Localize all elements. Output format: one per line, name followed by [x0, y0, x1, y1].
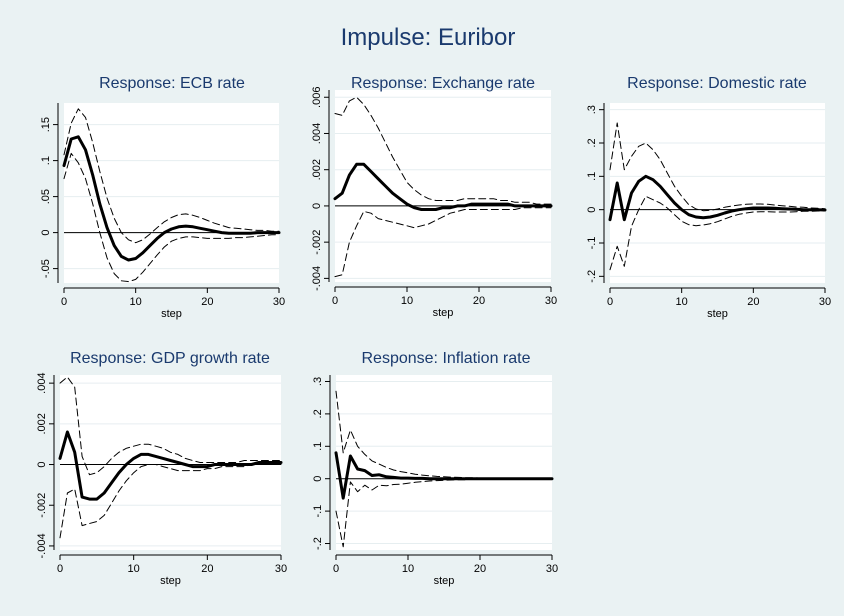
panel-title: Response: GDP growth rate [70, 350, 270, 367]
irf-line [333, 162, 553, 211]
y-tick-label: .002 [311, 159, 323, 180]
panel-3: -.2 -.1 0 .1 .2 .3 0 10 20 30 step Response: Domest… [586, 75, 831, 320]
x-tick-label: 0 [61, 296, 67, 308]
y-tick-label: -.2 [586, 270, 598, 283]
x-tick-label: 0 [607, 296, 613, 308]
x-tick-label: 20 [201, 563, 213, 575]
x-axis-label: step [160, 575, 181, 587]
ci-upper-line [334, 96, 552, 205]
x-tick-label: 30 [275, 563, 287, 575]
x-axis-label: step [434, 575, 455, 587]
ci-lower-line [63, 152, 280, 283]
panel-title: Response: Domestic rate [627, 75, 807, 92]
y-tick-label: .006 [311, 87, 323, 108]
y-tick-label: .1 [586, 172, 598, 181]
y-tick-label: 0 [311, 203, 323, 209]
x-tick-label: 0 [57, 563, 63, 575]
x-tick-label: 30 [545, 295, 557, 307]
plot-area [60, 375, 281, 550]
x-tick-label: 10 [401, 295, 413, 307]
x-tick-label: 30 [546, 563, 558, 575]
y-tick-label: -.004 [36, 533, 48, 558]
x-tick-label: 20 [201, 296, 213, 308]
x-tick-label: 10 [676, 296, 688, 308]
x-tick-label: 0 [333, 563, 339, 575]
ci-lower-line [59, 464, 282, 539]
x-axis-label: step [707, 308, 728, 320]
y-tick-label: .15 [40, 117, 52, 132]
irf-line [58, 430, 283, 501]
plot-area [610, 103, 825, 283]
panel-4: -.004 -.002 0 .002 .004 0 10 20 30 step Response: … [36, 350, 287, 587]
figure-title: Impulse: Euribor [341, 24, 516, 51]
ci-upper-line [59, 376, 282, 476]
y-tick-label: 0 [36, 461, 48, 467]
x-axis-label: step [161, 308, 182, 320]
y-tick-label: 0 [312, 476, 324, 482]
ci-lower-line [335, 478, 553, 548]
y-tick-label: -.1 [586, 237, 598, 250]
panel-5: -.2 -.1 0 .1 .2 .3 0 10 20 30 step Response: Inflat… [312, 350, 558, 587]
y-tick-label: .004 [36, 372, 48, 393]
irf-line [62, 135, 281, 262]
y-tick-label: -.002 [311, 230, 323, 255]
y-tick-label: .004 [311, 123, 323, 144]
irf-line [608, 174, 827, 222]
y-tick-label: -.2 [312, 537, 324, 550]
y-tick-label: .2 [586, 138, 598, 147]
x-tick-label: 0 [332, 295, 338, 307]
ci-upper-line [63, 108, 280, 244]
panels-container: -.05 0 .05 .1 .15 0 10 20 30 step Response: ECB ra… [36, 75, 831, 587]
y-tick-label: .002 [36, 413, 48, 434]
panel-title: Response: ECB rate [99, 75, 245, 92]
ci-upper-line [609, 122, 826, 212]
plot-area [335, 90, 551, 282]
plot-area [336, 375, 552, 550]
ci-upper-line [335, 390, 553, 479]
plot-area [64, 103, 279, 283]
x-tick-label: 30 [273, 296, 285, 308]
x-tick-label: 10 [402, 563, 414, 575]
y-tick-label: .3 [586, 105, 598, 114]
x-axis-label: step [433, 307, 454, 319]
y-tick-label: 0 [40, 230, 52, 236]
panel-title: Response: Inflation rate [362, 350, 531, 367]
y-tick-label: .2 [312, 409, 324, 418]
x-tick-label: 20 [473, 295, 485, 307]
ci-lower-line [334, 207, 552, 278]
x-tick-label: 30 [819, 296, 831, 308]
x-tick-label: 20 [747, 296, 759, 308]
x-tick-label: 10 [130, 296, 142, 308]
y-tick-label: .3 [312, 377, 324, 386]
y-tick-label: -.002 [36, 493, 48, 518]
y-tick-label: -.004 [311, 266, 323, 291]
panel-title: Response: Exchange rate [351, 75, 535, 92]
panel-2: -.004 -.002 0 .002 .004 .006 0 10 20 30 step Respon… [311, 75, 557, 319]
y-tick-label: -.05 [40, 259, 52, 278]
ci-lower-line [609, 195, 826, 271]
x-tick-label: 20 [474, 563, 486, 575]
y-tick-label: .05 [40, 189, 52, 204]
y-tick-label: 0 [586, 207, 598, 213]
x-tick-label: 10 [128, 563, 140, 575]
y-tick-label: .1 [312, 442, 324, 451]
y-tick-label: -.1 [312, 505, 324, 518]
panel-1: -.05 0 .05 .1 .15 0 10 20 30 step Response: ECB ra… [40, 75, 285, 320]
y-tick-label: .1 [40, 156, 52, 165]
